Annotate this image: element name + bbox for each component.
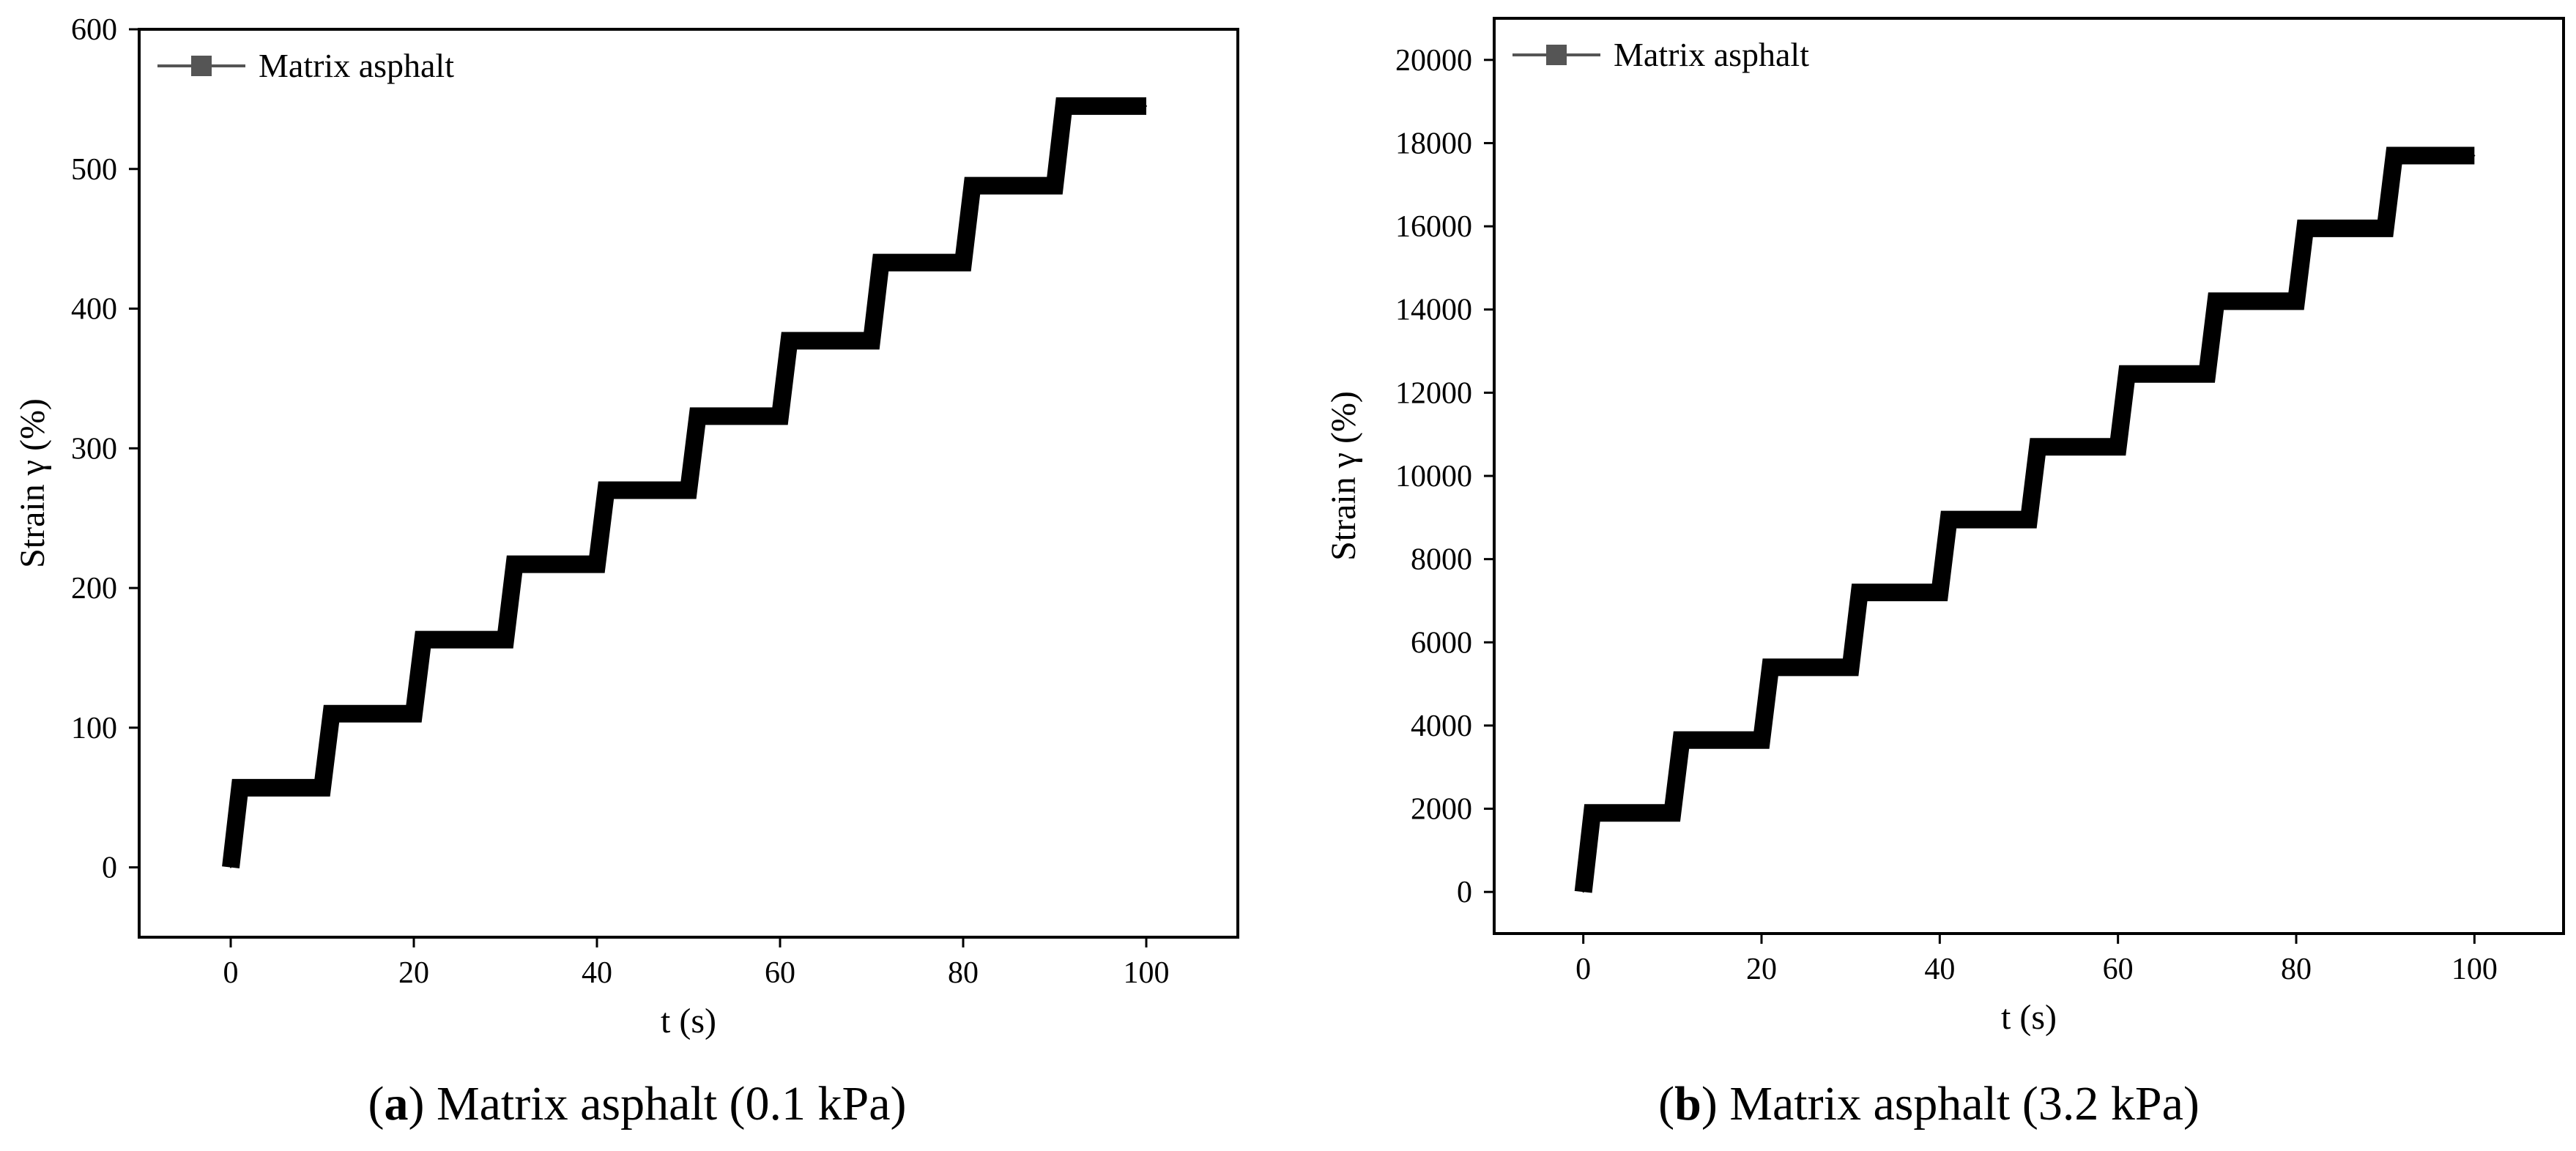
x-tick-label: 20 xyxy=(398,956,429,990)
y-tick-label: 2000 xyxy=(1411,793,1472,827)
data-point xyxy=(322,786,323,789)
y-tick-label: 0 xyxy=(1457,876,1472,909)
y-axis-label: Strain γ (%) xyxy=(13,398,52,568)
data-point xyxy=(1761,739,1762,741)
y-tick-label: 14000 xyxy=(1395,294,1472,327)
data-point xyxy=(2028,518,2030,521)
x-tick-label: 100 xyxy=(2451,953,2498,986)
y-tick-label: 6000 xyxy=(1411,626,1472,660)
caption-a-text: Matrix asphalt (0.1 kPa) xyxy=(436,1077,907,1130)
data-point xyxy=(871,340,872,342)
legend-label: Matrix asphalt xyxy=(259,47,454,84)
x-axis-label: t (s) xyxy=(661,1002,716,1040)
data-point xyxy=(2215,300,2217,302)
y-tick-label: 400 xyxy=(71,293,117,327)
y-tick-label: 10000 xyxy=(1395,460,1472,493)
data-point xyxy=(1671,812,1674,814)
caption-b-text: Matrix asphalt (3.2 kPa) xyxy=(1729,1077,2200,1130)
data-point xyxy=(1849,666,1852,668)
data-series-line xyxy=(222,97,1146,868)
data-point xyxy=(330,712,333,715)
data-point xyxy=(2393,154,2395,157)
x-tick-label: 20 xyxy=(1746,953,1777,986)
chart-b-svg: 0 20 40 60 80 100 0 2000 4000 6000 8000 10000 12000 1… xyxy=(1324,17,2565,1037)
x-tick-label: 40 xyxy=(582,956,612,990)
data-point xyxy=(788,340,790,342)
data-point xyxy=(1054,185,1055,187)
data-point xyxy=(1582,891,1584,893)
y-tick-label: 500 xyxy=(71,153,117,187)
y-tick-label: 4000 xyxy=(1411,709,1472,743)
data-point xyxy=(1948,518,1950,521)
data-point xyxy=(596,563,598,565)
y-tick-label: 200 xyxy=(71,572,117,606)
data-point xyxy=(2037,446,2039,448)
y-tick-label: 300 xyxy=(71,432,117,466)
data-point xyxy=(239,786,241,789)
data-point xyxy=(1770,666,1772,668)
plot-frame xyxy=(138,28,1239,939)
chart-panel-b: 0 20 40 60 80 100 0 2000 4000 6000 8000 10000 12000 1… xyxy=(1282,0,2576,1151)
caption-b: (b) Matrix asphalt (3.2 kPa) xyxy=(1658,1077,2200,1130)
caption-b-letter: b xyxy=(1674,1077,1701,1130)
x-tick-label: 0 xyxy=(223,956,239,990)
x-tick-label: 80 xyxy=(2281,953,2312,986)
data-point xyxy=(2304,227,2306,229)
data-point xyxy=(413,712,415,715)
x-tick-label: 0 xyxy=(1575,953,1591,986)
x-tick-label: 60 xyxy=(2103,953,2134,986)
caption-a: (a) Matrix asphalt (0.1 kPa) xyxy=(368,1077,907,1130)
x-tick-label: 60 xyxy=(765,956,795,990)
y-tick-label: 12000 xyxy=(1395,376,1472,410)
x-tick-label: 40 xyxy=(1924,953,1955,986)
chart-panel-a: 0 20 40 60 80 100 0 100 200 300 400 500 600 t (s) Stra… xyxy=(0,0,1274,1151)
data-point xyxy=(1146,105,1147,107)
data-point xyxy=(1858,592,1860,594)
data-point xyxy=(605,489,607,491)
x-tick-label: 80 xyxy=(948,956,979,990)
data-point xyxy=(1939,592,1941,594)
data-point xyxy=(779,415,781,417)
y-tick-label: 16000 xyxy=(1395,210,1472,244)
data-point xyxy=(1591,812,1593,814)
data-point xyxy=(505,638,506,641)
legend-label: Matrix asphalt xyxy=(1614,36,1809,73)
data-series-line xyxy=(1574,146,2475,893)
y-tick-label: 100 xyxy=(71,712,117,745)
data-point xyxy=(2117,446,2119,448)
data-point xyxy=(2126,373,2128,375)
x-tick-label: 100 xyxy=(1124,956,1170,990)
y-tick-label: 20000 xyxy=(1395,44,1472,78)
data-point xyxy=(880,261,882,264)
y-tick-label: 8000 xyxy=(1411,543,1472,577)
legend-marker xyxy=(191,56,212,76)
data-point xyxy=(697,415,699,417)
y-tick-label: 600 xyxy=(71,13,117,47)
chart-a-svg: 0 20 40 60 80 100 0 100 200 300 400 500 600 t (s) Stra… xyxy=(13,13,1239,1040)
x-axis-label: t (s) xyxy=(2001,998,2057,1037)
legend-marker xyxy=(1546,45,1567,65)
y-tick-label: 18000 xyxy=(1395,127,1472,160)
data-point xyxy=(2295,300,2297,302)
data-point xyxy=(688,489,689,491)
data-point xyxy=(971,185,973,187)
data-point xyxy=(513,563,516,565)
y-tick-label: 0 xyxy=(102,852,117,885)
data-point xyxy=(2206,373,2208,375)
y-axis-label: Strain γ (%) xyxy=(1324,391,1363,561)
data-point xyxy=(1680,739,1682,741)
data-point xyxy=(962,261,964,264)
data-point xyxy=(230,866,231,868)
data-point xyxy=(2384,227,2386,229)
data-point xyxy=(422,638,424,641)
data-point xyxy=(1063,105,1065,107)
caption-a-letter: a xyxy=(384,1077,409,1130)
data-point xyxy=(2473,154,2476,157)
